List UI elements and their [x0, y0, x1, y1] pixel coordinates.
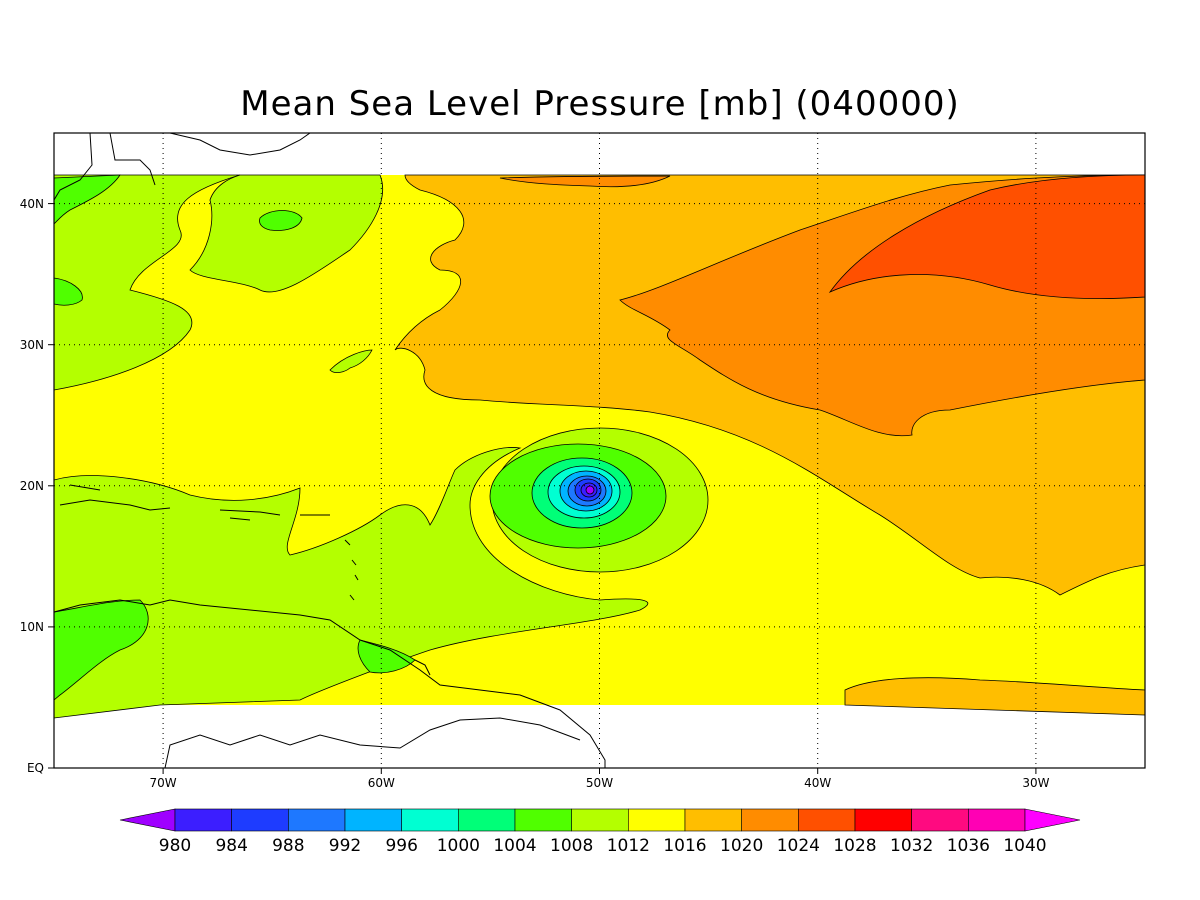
field-1004-lesser-antilles: [357, 639, 416, 674]
x-tick-label-60w: 60W: [368, 776, 395, 790]
colorbar-swatch: [458, 808, 516, 832]
field-1020-north-strip: [499, 175, 671, 188]
x-tick-label-70w: 70W: [150, 776, 177, 790]
coast-north-america: [54, 133, 311, 201]
y-tick-label-10n: 10N: [20, 620, 44, 634]
colorbar-swatch: [684, 808, 742, 832]
colorbar-swatch: [798, 808, 856, 832]
field-low-980: [585, 485, 595, 495]
field-1024-northeast: [828, 174, 1145, 299]
y-tick-label-20n: 20N: [20, 479, 44, 493]
field-1008-island: [329, 349, 373, 374]
field-1008-northcentral: [189, 174, 384, 293]
field-1004-venezuela: [54, 599, 149, 701]
colorbar-swatch: [344, 808, 402, 832]
colorbar-label: 988: [272, 836, 304, 856]
y-tick-label-40n: 40N: [20, 197, 44, 211]
colorbar-swatch: [514, 808, 572, 832]
colorbar-label: 1012: [607, 836, 650, 856]
coast-trinidad: [414, 659, 431, 676]
colorbar-label: 1024: [777, 836, 820, 856]
colorbar-swatch: [968, 808, 1026, 832]
map-title: Mean Sea Level Pressure [mb] (040000): [240, 84, 960, 124]
field-1004-north: [259, 210, 303, 231]
colorbar-arrow-low: [119, 808, 176, 832]
colorbar-label: 1008: [550, 836, 593, 856]
colorbar-label: 1020: [720, 836, 763, 856]
colorbar-label: 1032: [890, 836, 933, 856]
field-1004-west: [54, 277, 83, 306]
y-tick-label-30n: 30N: [20, 338, 44, 352]
colorbar-swatch: [401, 808, 459, 832]
x-tick-label-30w: 30W: [1022, 776, 1049, 790]
colorbar-swatch: [571, 808, 629, 832]
coastlines: [54, 133, 606, 768]
colorbar-swatch: [628, 808, 686, 832]
colorbar-swatch: [854, 808, 912, 832]
colorbar-label: 1040: [1003, 836, 1046, 856]
field-1004-northwest: [54, 174, 121, 225]
x-tick-label-50w: 50W: [586, 776, 613, 790]
colorbar-label: 992: [329, 836, 361, 856]
colorbar-label: 980: [159, 836, 191, 856]
colorbar-swatch: [741, 808, 799, 832]
coast-hispaniola: [219, 509, 281, 521]
colorbar-label: 1036: [947, 836, 990, 856]
colorbar-swatch: [231, 808, 289, 832]
field-1008-west: [54, 174, 241, 391]
colorbar-label: 1000: [437, 836, 480, 856]
y-axis: EQ 10N 20N 30N 40N: [20, 197, 54, 775]
y-tick-label-eq: EQ: [27, 761, 44, 775]
coast-south-america: [54, 599, 606, 768]
coast-antilles: [344, 539, 359, 601]
colorbar-label: 1004: [493, 836, 536, 856]
colorbar-label: 1016: [663, 836, 706, 856]
x-tick-label-40w: 40W: [804, 776, 831, 790]
colorbar-label: 996: [385, 836, 417, 856]
colorbar: 980 984 988 992 996 1000 1004 1008 1012 1016 1020 1…: [119, 808, 1081, 856]
colorbar-arrow-high: [1024, 808, 1081, 832]
colorbar-swatch: [288, 808, 346, 832]
colorbar-swatch: [911, 808, 969, 832]
colorbar-swatch: [174, 808, 232, 832]
pressure-field: [54, 133, 1145, 768]
x-axis: 70W 60W 50W 40W 30W: [150, 768, 1050, 790]
map-grid: [54, 133, 1145, 768]
colorbar-label: 1028: [833, 836, 876, 856]
field-1016-southeast: [844, 677, 1145, 716]
colorbar-label: 984: [215, 836, 247, 856]
